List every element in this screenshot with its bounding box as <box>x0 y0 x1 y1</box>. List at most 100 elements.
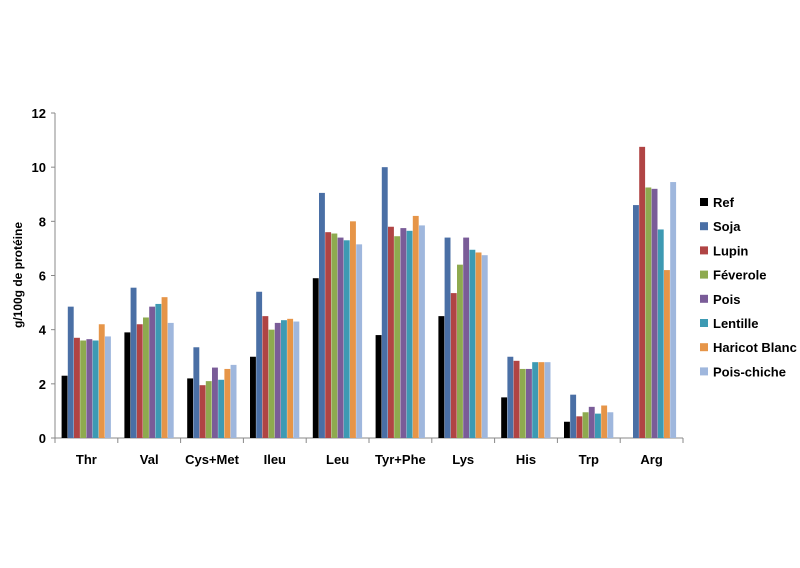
bar-haricot-blanc <box>287 318 294 438</box>
bar-f-verole <box>80 340 87 438</box>
legend-label: Ref <box>713 195 735 210</box>
bar-soja <box>507 356 514 438</box>
bar-lentille <box>532 362 539 438</box>
bar-f-verole <box>457 264 463 438</box>
bar-lupin <box>576 416 583 438</box>
legend-label: Féverole <box>713 268 766 283</box>
bar-ref <box>438 316 445 439</box>
bar-pois <box>212 367 218 438</box>
bar-haricot-blanc <box>161 297 168 438</box>
bar-lentille <box>343 240 350 438</box>
bar-lentille <box>595 413 601 439</box>
y-tick-labels: 0 2 4 6 8 10 12 <box>32 106 47 446</box>
legend-swatch <box>700 367 708 376</box>
bar-soja <box>256 291 263 438</box>
bar-pois <box>337 237 344 438</box>
x-category-label: Cys+Met <box>185 452 239 467</box>
y-tick-label: 0 <box>39 431 46 446</box>
bar-pois <box>274 322 281 438</box>
legend-swatch <box>700 270 708 279</box>
y-tick-label: 12 <box>32 106 46 121</box>
bar-ref <box>61 375 68 438</box>
bar-soja <box>67 306 74 438</box>
bar-soja <box>444 237 451 438</box>
bar-pois-chiche <box>419 225 425 438</box>
chart-bars <box>61 146 677 439</box>
legend-swatch <box>700 319 708 327</box>
x-category-label: Ileu <box>264 452 286 467</box>
bar-lentille <box>218 379 225 438</box>
x-category-label: His <box>516 452 536 467</box>
bar-haricot-blanc <box>538 362 545 438</box>
legend-swatch <box>700 294 708 303</box>
bar-soja <box>193 347 200 438</box>
bar-f-verole <box>331 233 338 438</box>
bar-soja <box>130 287 137 438</box>
bar-pois-chiche <box>293 321 300 438</box>
bar-ref <box>564 421 570 438</box>
bar-haricot-blanc <box>350 221 356 438</box>
bar-lentille <box>281 320 287 438</box>
bar-soja <box>570 394 577 438</box>
y-tick-label: 2 <box>39 377 46 392</box>
bar-ref <box>187 378 194 438</box>
bar-pois <box>588 406 595 438</box>
x-category-label: Lys <box>452 452 474 467</box>
legend-swatch <box>700 246 708 255</box>
bar-ref <box>250 356 256 438</box>
bar-f-verole <box>582 412 589 438</box>
legend: Ref Soja Lupin Féverole Pois Lentille Haricot … <box>700 195 797 379</box>
bar-lentille <box>469 249 476 438</box>
bar-soja <box>381 167 388 439</box>
legend-label: Haricot Blanc <box>713 340 797 355</box>
bar-soja <box>633 205 639 438</box>
legend-swatch <box>700 198 708 206</box>
bar-lupin <box>199 385 206 438</box>
bar-lupin <box>325 232 332 438</box>
legend-swatch <box>700 222 708 231</box>
bar-pois-chiche <box>607 412 614 438</box>
bar-f-verole <box>519 368 526 438</box>
x-category-label: Thr <box>76 452 97 467</box>
bar-haricot-blanc <box>601 405 608 438</box>
bar-lupin <box>513 360 520 438</box>
bar-pois <box>400 228 407 438</box>
bar-pois-chiche <box>105 336 111 438</box>
bar-lupin <box>74 337 80 438</box>
bar-pois-chiche <box>670 182 677 438</box>
bar-lupin <box>388 226 394 438</box>
bar-haricot-blanc <box>98 324 105 438</box>
bar-haricot-blanc <box>664 270 670 438</box>
y-tick-label: 4 <box>39 323 47 338</box>
bar-soja <box>319 192 325 438</box>
bar-f-verole <box>394 236 401 438</box>
bar-ref <box>312 278 319 438</box>
bar-pois-chiche <box>230 364 237 439</box>
bar-lupin <box>262 316 269 439</box>
bar-pois <box>463 237 470 438</box>
x-category-label: Tyr+Phe <box>375 452 426 467</box>
bar-haricot-blanc <box>412 215 419 438</box>
bar-pois-chiche <box>167 322 174 438</box>
x-category-label: Val <box>140 452 159 467</box>
y-tick-label: 8 <box>39 214 46 229</box>
legend-label: Lentille <box>713 316 759 331</box>
x-category-label: Trp <box>579 452 599 467</box>
bar-f-verole <box>205 381 212 439</box>
bar-lentille <box>657 229 664 438</box>
x-category-label: Arg <box>640 452 662 467</box>
y-tick-label: 6 <box>39 269 46 284</box>
y-axis-label: g/100g de protéine <box>11 222 25 328</box>
bar-pois <box>86 339 93 438</box>
bar-pois-chiche <box>544 362 551 438</box>
bar-lupin <box>136 324 143 438</box>
bar-haricot-blanc <box>475 252 482 438</box>
legend-label: Pois <box>713 292 740 307</box>
bar-pois <box>526 368 532 438</box>
legend-label: Lupin <box>713 243 748 258</box>
y-tick-label: 10 <box>32 160 46 175</box>
bar-f-verole <box>143 317 149 438</box>
bar-lupin <box>450 293 457 438</box>
bar-pois-chiche <box>356 244 363 438</box>
